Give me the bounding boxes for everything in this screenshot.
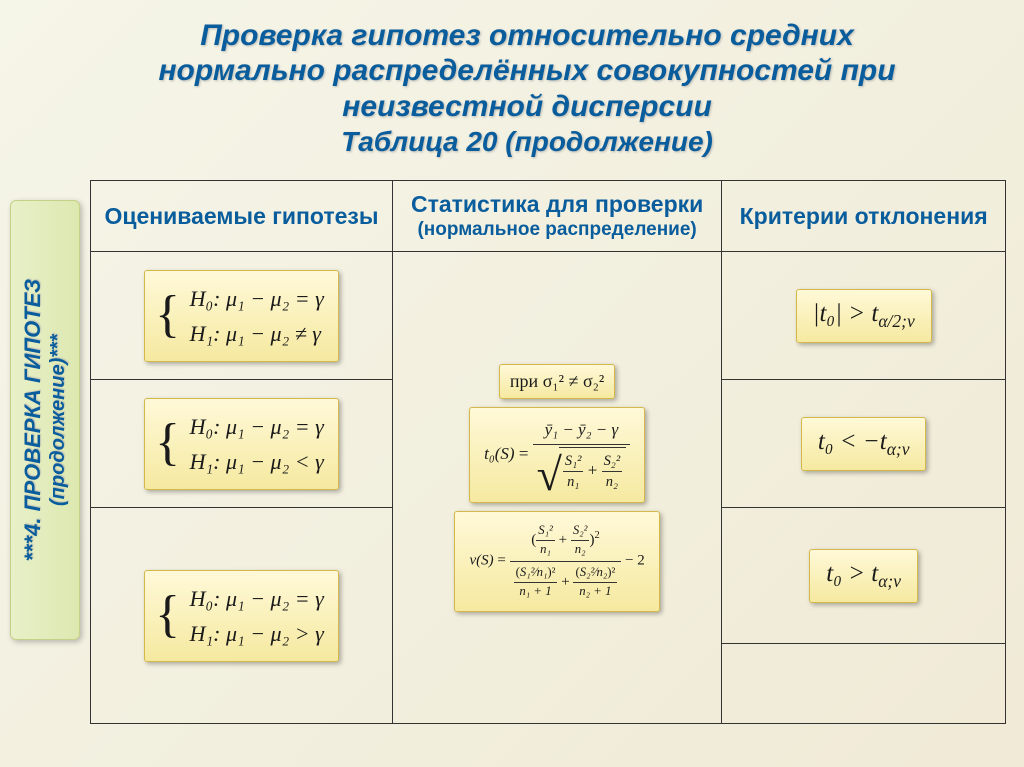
header-statistic: Статистика для проверки (нормальное расп… <box>392 181 721 252</box>
criteria-box-1: |t₀| > tα/2;ν <box>796 289 932 343</box>
header-stat-sub: (нормальное распределение) <box>399 219 715 241</box>
cell-crit-empty <box>722 644 1006 724</box>
crit-3-left: t₀ > t <box>826 560 878 587</box>
h0-line: H₀: μ₁ − μ₂ = γ <box>190 286 324 311</box>
nu-label: ν(S) <box>469 553 493 569</box>
main-table: Оцениваемые гипотезы Статистика для пров… <box>90 180 1006 724</box>
title-line-2: нормально распределённых совокупностей п… <box>158 54 895 87</box>
main-title: Проверка гипотез относительно средних но… <box>90 18 964 124</box>
cell-hyp-3: { H₀: μ₁ − μ₂ = γ H₁: μ₁ − μ₂ > γ <box>91 508 393 724</box>
h1-line-2: H₁: μ₁ − μ₂ < γ <box>190 449 324 474</box>
cell-hyp-2: { H₀: μ₁ − μ₂ = γ H₁: μ₁ − μ₂ < γ <box>91 380 393 508</box>
h0-line: H₀: μ₁ − μ₂ = γ <box>190 586 324 611</box>
condition-box: при σ₁² ≠ σ₂² <box>499 364 615 399</box>
sidebar-tab: ***4. ПРОВЕРКА ГИПОТЕЗ (продолжение)*** <box>10 200 80 640</box>
h0-line: H₀: μ₁ − μ₂ = γ <box>190 414 324 439</box>
hypothesis-box-2: { H₀: μ₁ − μ₂ = γ H₁: μ₁ − μ₂ < γ <box>144 398 339 490</box>
cell-crit-2: t₀ < −tα;ν <box>722 380 1006 508</box>
header-criteria: Критерии отклонения <box>722 181 1006 252</box>
crit-2-sub: α;ν <box>887 439 910 459</box>
crit-1-left: |t₀| > t <box>813 300 879 327</box>
header-hypotheses: Оцениваемые гипотезы <box>91 181 393 252</box>
table-row: { H₀: μ₁ − μ₂ = γ H₁: μ₁ − μ₂ ≠ γ при σ₁… <box>91 252 1006 380</box>
crit-3-sub: α;ν <box>878 571 901 591</box>
sidebar-main: ***4. ПРОВЕРКА ГИПОТЕЗ <box>20 279 45 562</box>
title-line-3: неизвестной дисперсии <box>342 90 712 123</box>
crit-1-sub: α/2;ν <box>878 311 914 331</box>
cell-statistic: при σ₁² ≠ σ₂² t₀(S) = ȳ₁ − ȳ₂ − γ √ S₁²n… <box>392 252 721 724</box>
minus-2: − 2 <box>625 553 645 569</box>
criteria-box-2: t₀ < −tα;ν <box>801 417 927 471</box>
title-block: Проверка гипотез относительно средних но… <box>0 0 1024 162</box>
criteria-box-3: t₀ > tα;ν <box>809 549 918 603</box>
header-row: Оцениваемые гипотезы Статистика для пров… <box>91 181 1006 252</box>
sidebar-cont: (продолжение)*** <box>47 334 69 506</box>
nu-box: ν(S) = (S₁²n₁ + S₂²n₂)2 (S₁²⁄n₁)²n₁ + 1 … <box>454 511 659 611</box>
hypothesis-box-1: { H₀: μ₁ − μ₂ = γ H₁: μ₁ − μ₂ ≠ γ <box>144 270 339 362</box>
crit-2-left: t₀ < −t <box>818 428 887 455</box>
cell-hyp-1: { H₀: μ₁ − μ₂ = γ H₁: μ₁ − μ₂ ≠ γ <box>91 252 393 380</box>
cell-crit-3: t₀ > tα;ν <box>722 508 1006 644</box>
header-stat-main: Статистика для проверки <box>411 191 703 217</box>
t-label: t₀(S) <box>484 444 514 463</box>
condition-text: при σ₁² ≠ σ₂² <box>510 371 604 391</box>
h1-line-3: H₁: μ₁ − μ₂ > γ <box>190 621 324 646</box>
sidebar-text: ***4. ПРОВЕРКА ГИПОТЕЗ (продолжение)*** <box>21 279 69 562</box>
subtitle: Таблица 20 (продолжение) <box>90 126 964 158</box>
t-statistic-box: t₀(S) = ȳ₁ − ȳ₂ − γ √ S₁²n₁ + S₂²n₂ <box>469 407 645 503</box>
cell-crit-1: |t₀| > tα/2;ν <box>722 252 1006 380</box>
t-numerator: ȳ₁ − ȳ₂ − γ <box>533 418 631 445</box>
hypothesis-box-3: { H₀: μ₁ − μ₂ = γ H₁: μ₁ − μ₂ > γ <box>144 570 339 662</box>
title-line-1: Проверка гипотез относительно средних <box>200 19 854 52</box>
h1-line-1: H₁: μ₁ − μ₂ ≠ γ <box>190 321 321 346</box>
